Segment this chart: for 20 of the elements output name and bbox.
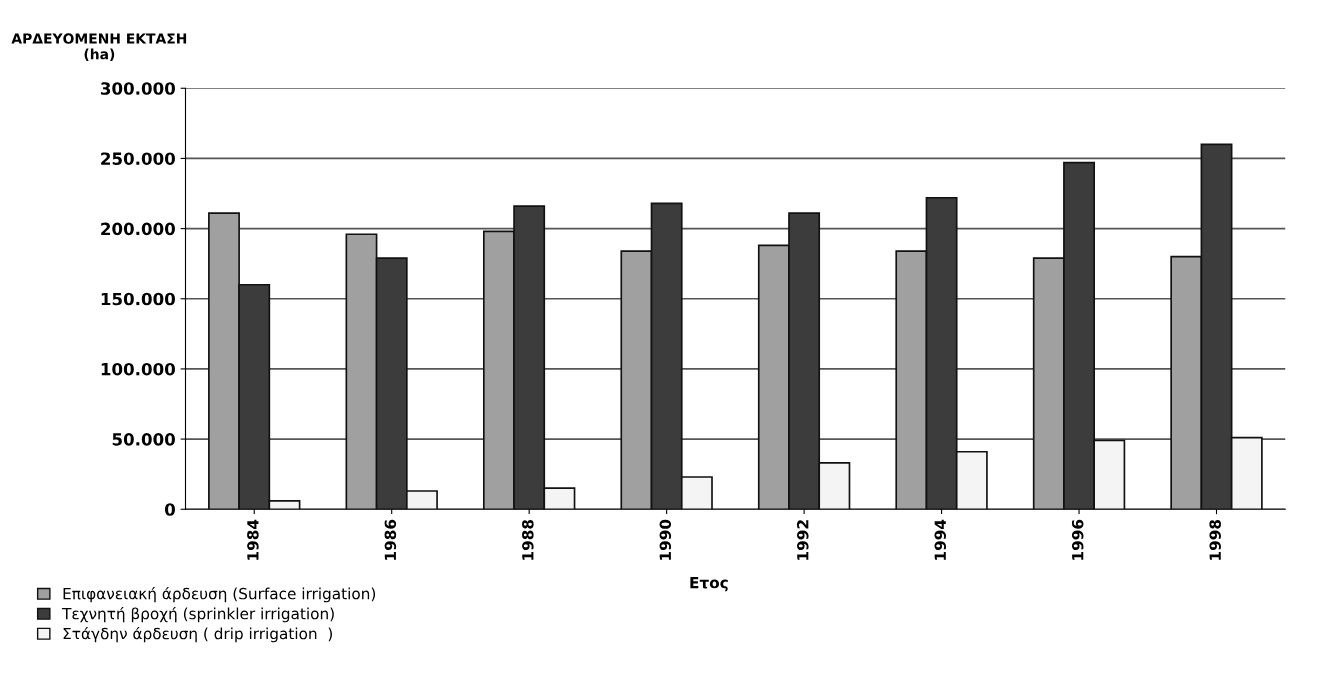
x-tick-label: 1986 (384, 519, 397, 560)
y-tick-label: 300.000 (100, 82, 175, 95)
y-tick-label: 100.000 (101, 362, 175, 376)
y-axis-title: ΑΡΔΕΥΟΜΕΝΗ ΕΚΤΑΣΗ (ha) (11, 33, 187, 61)
y-tick-label: 150.000 (101, 292, 175, 306)
x-tick-label: 1984 (247, 519, 259, 560)
legend-label: Στάγδην άρδευση ( drip irrigation ) (63, 626, 332, 643)
y-tick-label: 250.000 (101, 152, 175, 165)
y-tick-label: 0 (164, 503, 175, 516)
x-tick-label: 1996 (1071, 519, 1084, 560)
legend-label: Επιφανειακή άρδευση (Surface irrigation) (63, 586, 376, 603)
y-tick-label: 200.000 (101, 222, 175, 236)
y-tick-label: 50.000 (112, 433, 175, 446)
legend-label: Τεχνητή βροχή (sprinkler irrigation) (62, 606, 334, 623)
x-tick-label: 1990 (659, 519, 672, 560)
x-axis-title: Ετος (690, 577, 728, 592)
x-tick-label: 1992 (796, 520, 809, 560)
x-tick-label: 1998 (1209, 519, 1221, 560)
x-tick-label: 1988 (522, 519, 534, 560)
x-tick-label: 1994 (934, 519, 947, 560)
